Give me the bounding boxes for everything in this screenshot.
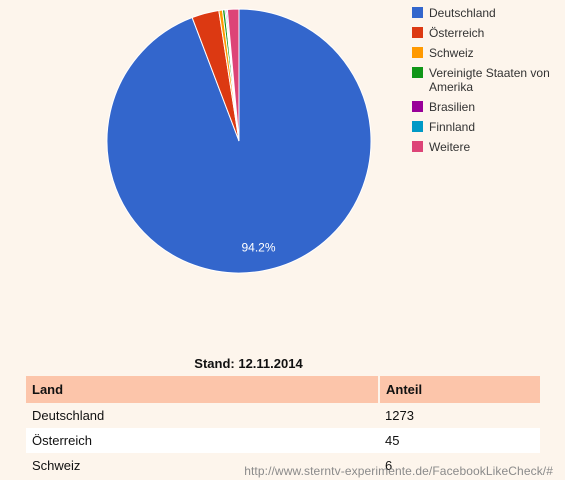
cell-anteil: 45 — [379, 428, 540, 453]
legend-swatch — [412, 121, 423, 132]
country-share-table: Land Anteil Deutschland 1273 Österreich … — [26, 376, 540, 478]
legend-item: Finnland — [412, 120, 562, 134]
legend-label: Brasilien — [429, 100, 476, 114]
legend-swatch — [412, 7, 423, 18]
legend-label: Finnland — [429, 120, 476, 134]
legend-label: Vereinigte Staaten von Amerika — [429, 66, 550, 94]
legend-item: Schweiz — [412, 46, 562, 60]
cell-land: Deutschland — [26, 403, 379, 428]
legend-item: Brasilien — [412, 100, 562, 114]
legend-swatch — [412, 47, 423, 58]
cell-land: Österreich — [26, 428, 379, 453]
legend-swatch — [412, 101, 423, 112]
legend-item: Deutschland — [412, 6, 562, 20]
cell-land: Schweiz — [26, 453, 379, 478]
source-url-watermark: http://www.sterntv-experimente.de/Facebo… — [244, 464, 553, 478]
table-header-row: Land Anteil — [26, 376, 540, 403]
legend-swatch — [412, 141, 423, 152]
table-row: Schweiz 6 — [26, 453, 540, 478]
cell-anteil: 6 — [379, 453, 540, 478]
legend-label: Weitere — [429, 140, 471, 154]
legend-label: Deutschland — [429, 6, 496, 20]
column-header-land: Land — [26, 376, 380, 403]
column-header-anteil: Anteil — [379, 376, 540, 403]
legend-label: Schweiz — [429, 46, 474, 60]
pie-slice-weitere — [226, 8, 240, 142]
chart-legend: Deutschland Österreich Schweiz Vereinigte S… — [412, 6, 562, 160]
table-row: Österreich 45 — [26, 428, 540, 453]
legend-item: Weitere — [412, 140, 562, 154]
legend-item: Österreich — [412, 26, 562, 40]
legend-swatch — [412, 27, 423, 38]
legend-item: Vereinigte Staaten von Amerika — [412, 66, 562, 94]
table-row: Deutschland 1273 — [26, 403, 540, 428]
pie-chart: 94.2% — [106, 8, 372, 274]
table-caption: Stand: 12.11.2014 — [194, 356, 303, 371]
legend-swatch — [412, 67, 423, 78]
cell-anteil: 1273 — [379, 403, 540, 428]
legend-label: Österreich — [429, 26, 485, 40]
data-label: 94.2% — [242, 240, 276, 254]
